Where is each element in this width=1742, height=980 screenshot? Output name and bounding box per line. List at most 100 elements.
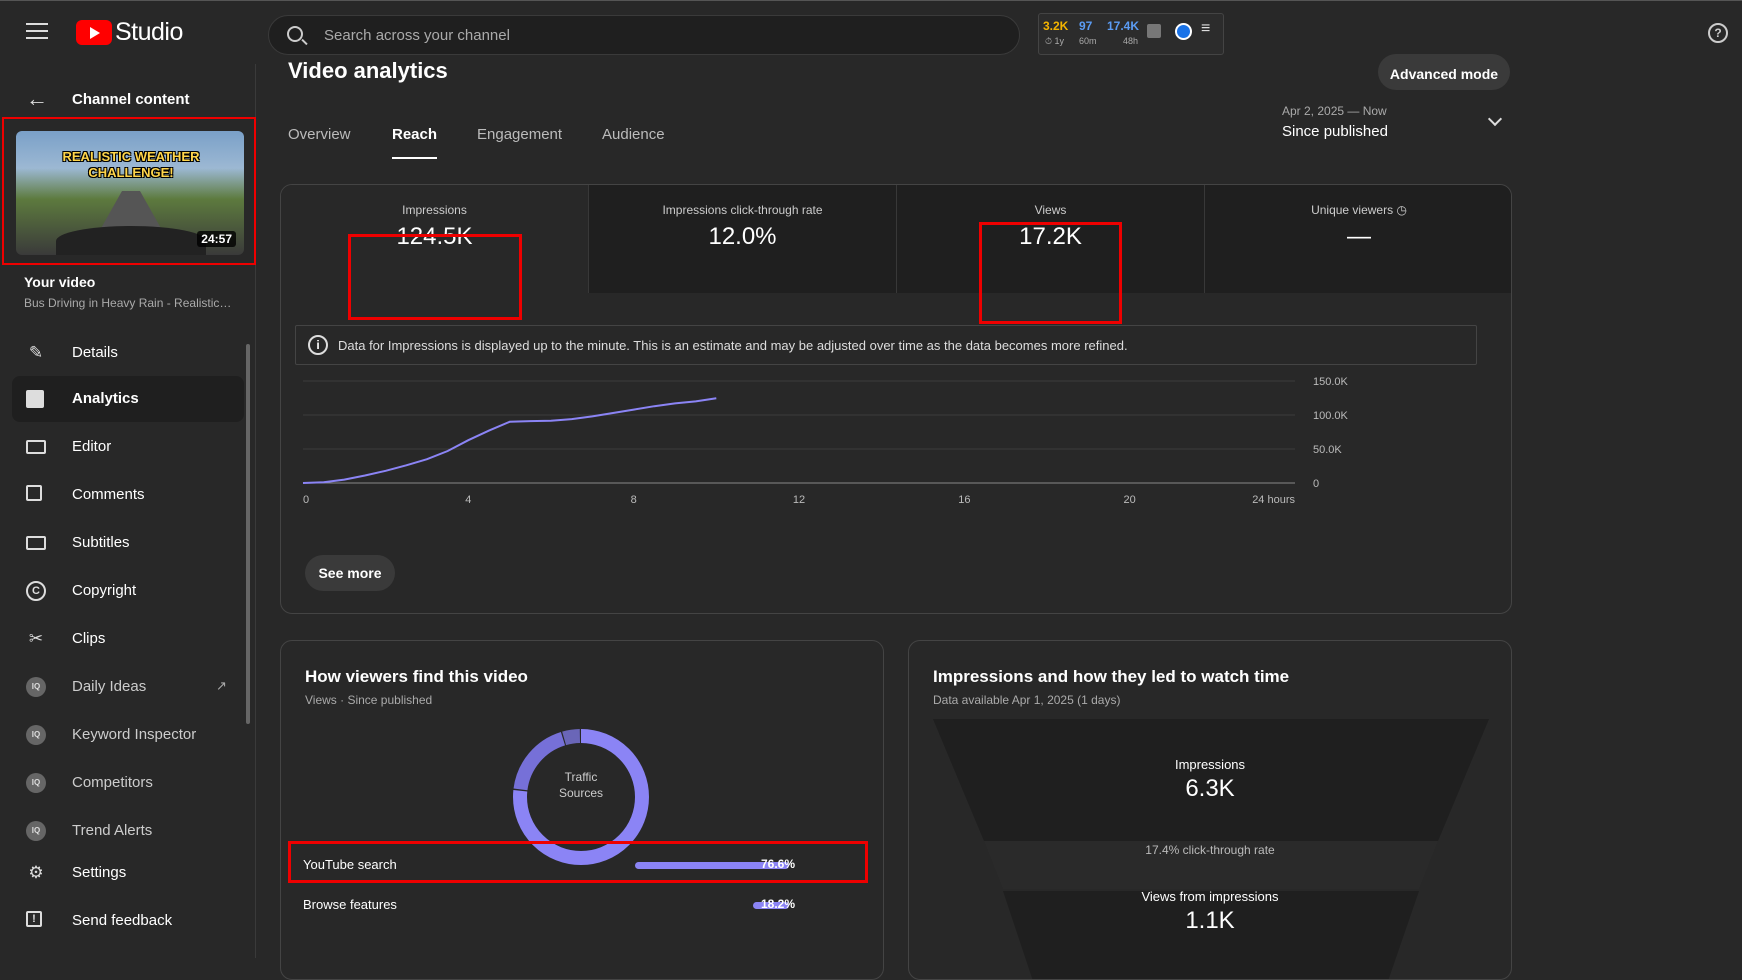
vidiq-icon: IQ — [26, 725, 46, 745]
funnel-views-label: Views from impressions — [1141, 889, 1279, 904]
tab-overview[interactable]: Overview — [288, 126, 351, 143]
impressions-highlight — [348, 234, 522, 320]
menu-icon[interactable] — [26, 23, 48, 41]
studio-logo[interactable]: Studio — [76, 18, 183, 47]
metric-views[interactable]: Views 17.2K — [897, 185, 1205, 293]
sidebar-item-label: Competitors — [72, 774, 153, 791]
traffic-source-row[interactable]: YouTube search 76.6% — [287, 847, 817, 883]
funnel-ctr: 17.4% click-through rate — [1145, 843, 1275, 857]
tab-audience[interactable]: Audience — [602, 126, 665, 143]
search-input[interactable]: Search across your channel — [324, 27, 510, 44]
video-thumbnail[interactable]: REALISTIC WEATHER CHALLENGE! 24:57 — [16, 131, 244, 255]
metric-label: Views — [1034, 203, 1067, 217]
sidebar-item-send-feedback[interactable]: ! Send feedback — [12, 898, 244, 944]
sidebar-item-label: Comments — [72, 486, 145, 503]
funnel-impressions-value: 6.3K — [1185, 775, 1235, 802]
external-link-icon: ↗ — [216, 678, 227, 693]
sidebar-item-keyword-inspector[interactable]: IQ Keyword Inspector — [12, 712, 244, 758]
donut-label-line1: Traffic — [564, 770, 598, 784]
help-icon[interactable]: ? — [1708, 23, 1728, 43]
gear-icon: ⚙ — [28, 863, 44, 882]
sidebar-item-analytics[interactable]: Analytics — [12, 376, 244, 422]
vidiq-icon: IQ — [26, 677, 46, 697]
traffic-source-row[interactable]: Browse features 18.2% — [287, 887, 817, 923]
source-percent: 76.6% — [760, 857, 795, 871]
sidebar-item-comments[interactable]: Comments — [12, 472, 244, 518]
unique-viewers-label: Unique viewers — [1311, 203, 1394, 217]
thumbnail-title: REALISTIC WEATHER CHALLENGE! — [62, 149, 200, 180]
impressions-series-line — [302, 397, 717, 484]
video-title: Bus Driving in Heavy Rain - Realistic We… — [24, 296, 234, 310]
sidebar-item-settings[interactable]: ⚙ Settings — [12, 850, 244, 896]
sidebar-item-label: Editor — [72, 438, 112, 455]
sidebar-item-label: Clips — [72, 630, 106, 647]
info-icon: i — [308, 335, 328, 355]
sidebar-item-editor[interactable]: Editor — [12, 424, 244, 470]
sidebar-item-label: Send feedback — [72, 912, 173, 929]
bar-chart-icon[interactable] — [1147, 24, 1161, 38]
source-name: YouTube search — [303, 857, 397, 872]
x-tick-label: 12 — [793, 494, 805, 506]
sidebar-item-label: Analytics — [72, 390, 139, 407]
metric-unique-viewers[interactable]: Unique viewers ◷ — — [1205, 185, 1511, 293]
source-name: Browse features — [303, 897, 397, 912]
search-icon — [287, 26, 303, 42]
sidebar-item-competitors[interactable]: IQ Competitors — [12, 760, 244, 806]
y-tick-label: 100.0K — [1313, 410, 1349, 422]
tab-engagement[interactable]: Engagement — [477, 126, 563, 143]
logo-text: Studio — [115, 18, 183, 46]
stat-views-60m-sub: 60m — [1079, 36, 1097, 46]
back-arrow-icon: ← — [26, 86, 48, 111]
date-range-picker[interactable]: Apr 2, 2025 — Now Since published — [1282, 104, 1388, 140]
metric-value: — — [1347, 223, 1371, 250]
sidebar-item-clips[interactable]: ✂ Clips — [12, 616, 244, 662]
see-more-button[interactable]: See more — [305, 555, 395, 591]
donut-segment-youtube-search — [513, 729, 649, 865]
funnel-impressions-label: Impressions — [1174, 757, 1246, 772]
copyright-icon: C — [26, 581, 46, 601]
search-bar[interactable]: Search across your channel — [268, 15, 1020, 55]
x-tick-label: 16 — [958, 494, 970, 506]
youtube-search-highlight — [288, 841, 868, 883]
vidiq-stats-widget[interactable]: 3.2K ⏱ 1y 97 60m 17.4K 48h ≡ — [1038, 13, 1224, 55]
main-content: Video analytics Advanced mode Overview R… — [256, 54, 1742, 980]
subtitles-icon — [26, 536, 46, 550]
your-video-label: Your video — [24, 274, 96, 290]
clock-icon: ◷ — [1396, 203, 1407, 217]
card-title: Impressions and how they led to watch ti… — [933, 667, 1290, 686]
impressions-line-chart: 0 50.0K 100.0K 150.0K 0 4 8 12 16 20 24 hours — [302, 376, 1349, 506]
sidebar-item-subtitles[interactable]: Subtitles — [12, 520, 244, 566]
x-tick-label: 24 hours — [1252, 494, 1295, 506]
sidebar-item-trend-alerts[interactable]: IQ Trend Alerts — [12, 808, 244, 854]
sidebar-item-daily-ideas[interactable]: IQ Daily Ideas ↗ — [12, 664, 244, 710]
sidebar-item-label: Trend Alerts — [72, 822, 153, 839]
ext-menu-icon[interactable]: ≡ — [1201, 20, 1211, 37]
back-to-channel-content[interactable]: ← Channel content — [0, 84, 256, 114]
card-subtitle: Data available Apr 1, 2025 (1 days) — [933, 693, 1121, 707]
sidebar-item-copyright[interactable]: C Copyright — [12, 568, 244, 614]
sidebar-item-details[interactable]: ✎ Details — [12, 330, 244, 376]
source-percent: 18.2% — [760, 897, 795, 911]
funnel-graphic — [933, 719, 1489, 979]
card-subtitle: Views · Since published — [305, 693, 433, 707]
chevron-down-icon[interactable] — [1487, 111, 1503, 127]
feedback-icon: ! — [26, 911, 42, 927]
tab-reach[interactable]: Reach — [392, 126, 438, 159]
funnel-bottom — [1003, 891, 1419, 979]
metric-impressions[interactable]: Impressions 124.5K — [281, 185, 589, 293]
advanced-mode-button[interactable]: Advanced mode — [1378, 54, 1510, 90]
analytics-icon — [26, 390, 44, 408]
y-tick-label: 150.0K — [1313, 376, 1349, 388]
pencil-icon: ✎ — [28, 343, 44, 362]
reach-card: Impressions 124.5K Impressions click-thr… — [280, 184, 1512, 614]
sidebar: ← Channel content REALISTIC WEATHER CHAL… — [0, 64, 256, 958]
vidiq-icon[interactable] — [1175, 23, 1192, 40]
sidebar-item-label: Keyword Inspector — [72, 726, 197, 743]
sidebar-item-label: Subtitles — [72, 534, 130, 551]
metric-ctr[interactable]: Impressions click-through rate 12.0% — [589, 185, 897, 293]
back-label: Channel content — [72, 91, 190, 108]
funnel-top — [933, 719, 1489, 841]
views-highlight — [979, 222, 1122, 324]
sidebar-scrollbar[interactable] — [246, 344, 250, 724]
traffic-sources-card: How viewers find this video Views · Sinc… — [280, 640, 884, 980]
